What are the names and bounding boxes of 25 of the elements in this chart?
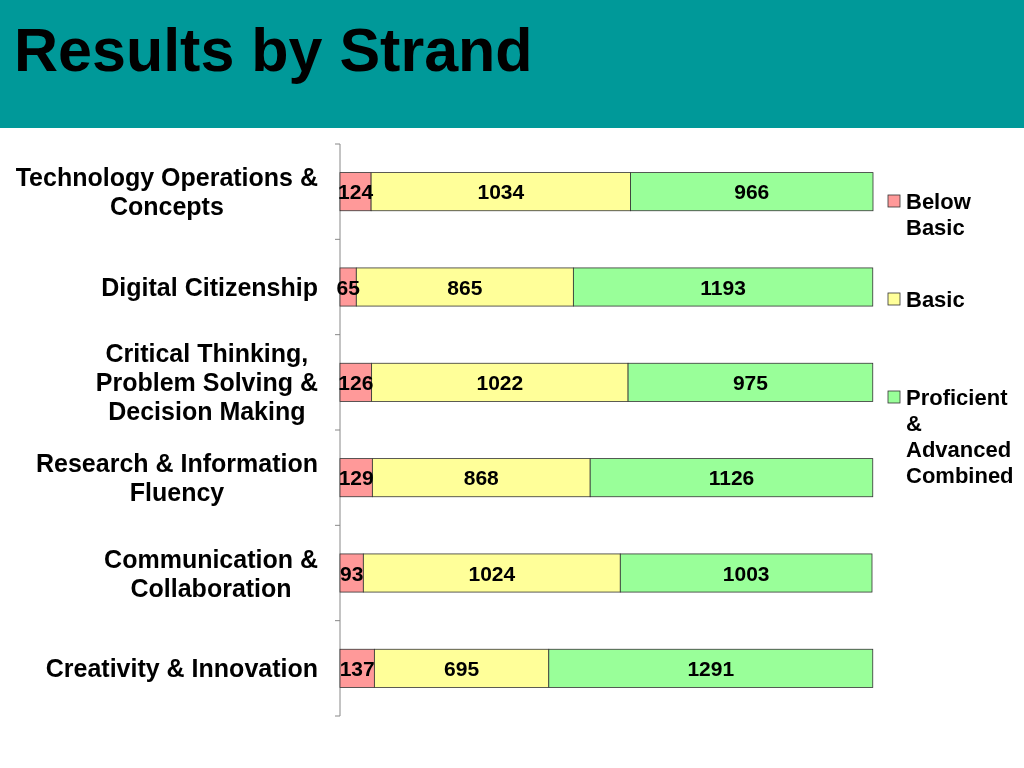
data-label: 1291 [687, 656, 735, 680]
data-label: 137 [339, 656, 375, 680]
data-label: 1022 [476, 370, 524, 394]
y-tick-label: Critical Thinking, Problem Solving & Decision Making [95, 339, 319, 426]
data-label: 124 [338, 180, 374, 204]
y-tick-label: Research & Information Fluency [35, 449, 318, 507]
legend-label: Below Basic [906, 188, 972, 240]
data-label: 865 [447, 275, 483, 299]
y-tick-label: Technology Operations & Concepts [15, 163, 318, 221]
data-label: 1193 [700, 275, 746, 299]
y-tick-label: Creativity & Innovation [45, 654, 318, 683]
data-label: 975 [732, 370, 769, 394]
legend-label: Proficient & Advanced Combined [906, 384, 1014, 488]
data-label: 1034 [477, 180, 525, 204]
data-label: 1126 [708, 466, 755, 490]
data-label: 868 [463, 466, 500, 490]
data-label: 1024 [468, 561, 516, 585]
data-label: 1003 [722, 561, 770, 585]
data-label: 966 [734, 180, 770, 204]
data-label: 695 [444, 656, 480, 680]
y-tick-label: Digital Citizenship [101, 273, 319, 301]
legend-label: Basic [906, 286, 965, 312]
y-tick-label: Communication & Collaboration [104, 544, 319, 602]
chart-title: Results by Strand [14, 16, 533, 84]
data-label: 93 [339, 561, 364, 585]
